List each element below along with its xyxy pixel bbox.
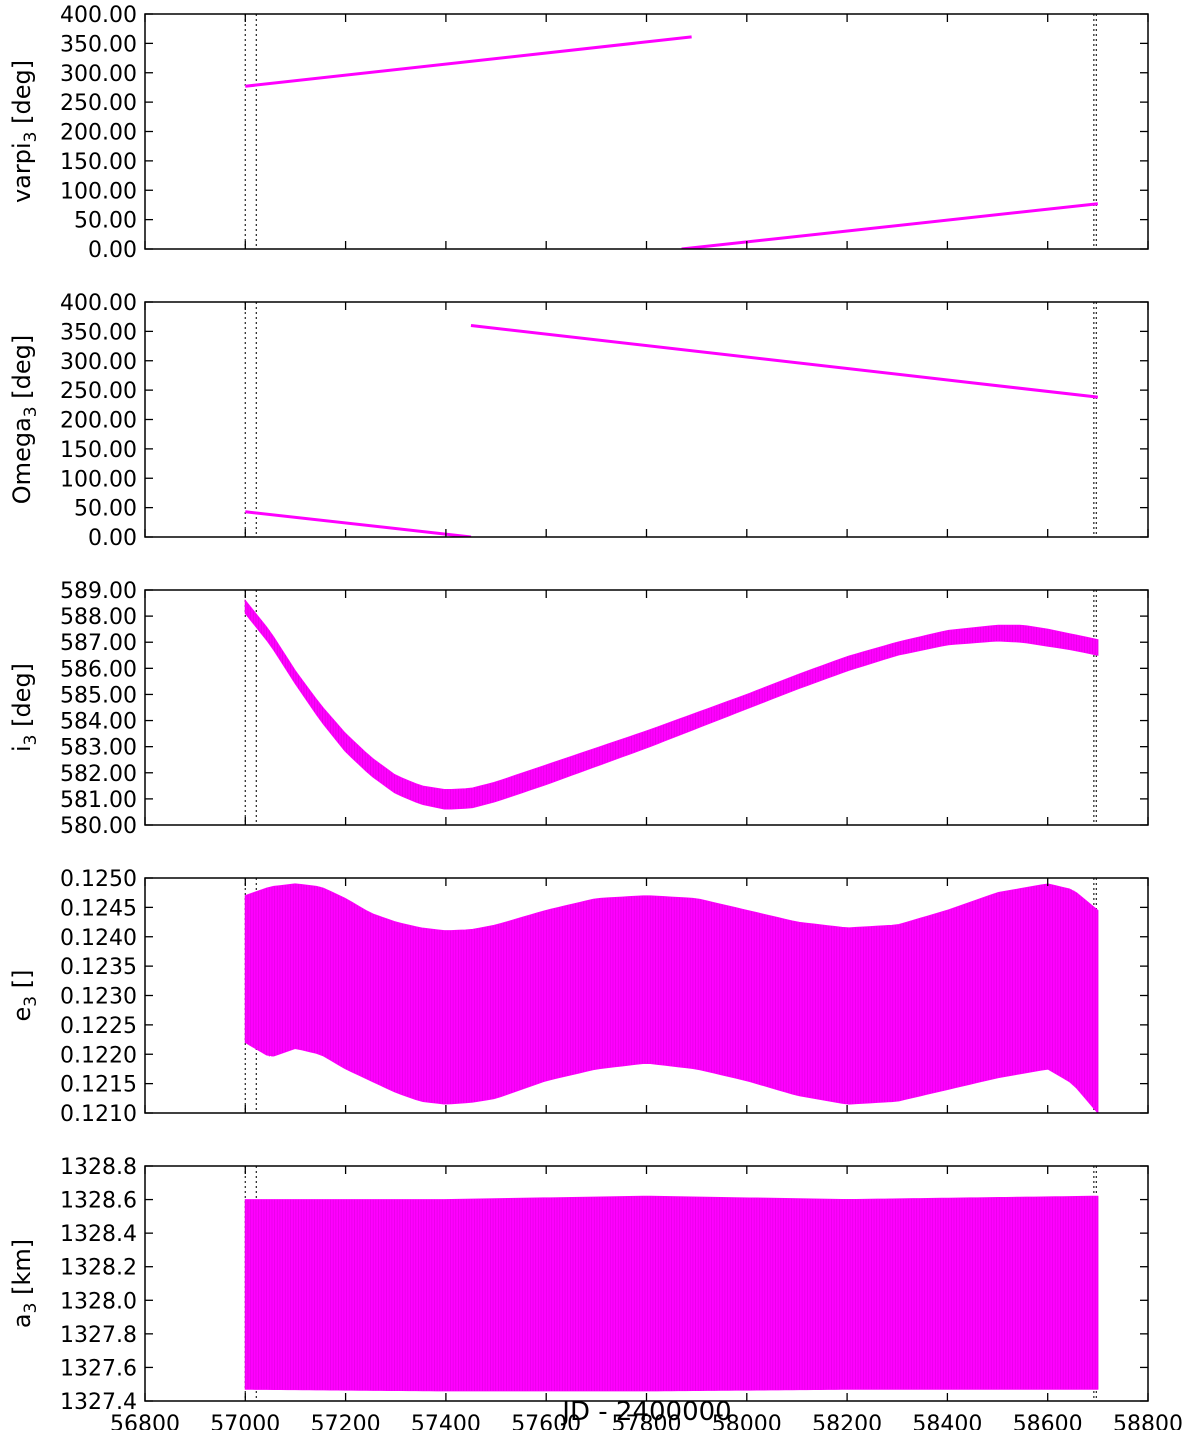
y-tick-label: 350.00 <box>60 320 137 345</box>
y-tick-label: 50.00 <box>74 497 137 522</box>
y-axis-label-subscript: 3 <box>21 996 41 1007</box>
y-axis-label-name: a <box>8 1313 36 1328</box>
y-axis-label-name: e <box>8 1007 36 1022</box>
y-axis-label-unit: [deg] <box>8 663 36 735</box>
x-tick-label: 57800 <box>612 1412 682 1430</box>
panel-5: 1327.4 1327.6 1327.8 1328.0 1328.2 1328.4 1328… <box>8 1155 1183 1430</box>
y-axis-label: a3 [km] <box>8 1239 41 1328</box>
y-tick-label: 100.00 <box>60 179 137 204</box>
panel-data <box>244 1195 1099 1392</box>
x-tick-label: 58400 <box>912 1412 982 1430</box>
panel-4: 0.1210 0.1215 0.1220 0.1225 0.1230 0.1235 0.12… <box>8 867 1149 1127</box>
x-tick-label: 57400 <box>411 1412 481 1430</box>
y-tick-label: 0.00 <box>88 238 137 263</box>
y-tick-label: 0.1245 <box>60 896 137 921</box>
y-tick-label: 250.00 <box>60 379 137 404</box>
y-tick-label: 400.00 <box>60 291 137 316</box>
y-axis-label-subscript: 3 <box>21 406 41 417</box>
y-axis-label-unit: [km] <box>8 1239 36 1303</box>
y-tick-label: 585.00 <box>60 683 137 708</box>
panel-data <box>244 883 1099 1113</box>
panel-2: 0.00 50.00 100.00 150.00 200.00 250.00 300.00 3… <box>8 291 1149 551</box>
y-axis-label-subscript: 3 <box>21 735 41 746</box>
y-tick-label: 100.00 <box>60 467 137 492</box>
panel-data <box>245 35 1099 249</box>
y-tick-label: 0.1215 <box>60 1073 137 1098</box>
y-axis-label-name: i <box>8 745 36 752</box>
series-line <box>245 510 472 537</box>
y-tick-label: 0.00 <box>88 526 137 551</box>
panel-data <box>244 599 1099 810</box>
x-tick-label: 58200 <box>812 1412 882 1430</box>
y-tick-label: 0.1225 <box>60 1014 137 1039</box>
y-axis-label: varpi3 [deg] <box>8 60 41 203</box>
y-tick-label: 400.00 <box>60 3 137 28</box>
x-tick-label: 57000 <box>210 1412 280 1430</box>
y-tick-label: 582.00 <box>60 762 137 787</box>
y-tick-label: 1328.0 <box>60 1289 137 1314</box>
y-axis-label-name: Omega <box>8 417 36 504</box>
series-line <box>470 324 1099 399</box>
y-tick-label: 0.1220 <box>60 1043 137 1068</box>
y-tick-label: 0.1235 <box>60 955 137 980</box>
y-tick-label: 200.00 <box>60 409 137 434</box>
y-tick-label: 150.00 <box>60 438 137 463</box>
y-axis-label-name: varpi <box>8 142 36 203</box>
y-tick-label: 300.00 <box>60 350 137 375</box>
y-tick-label: 1328.8 <box>60 1155 137 1180</box>
y-tick-label: 150.00 <box>60 150 137 175</box>
x-tick-label: 56800 <box>110 1412 180 1430</box>
y-axis-label: Omega3 [deg] <box>8 335 41 504</box>
x-tick-label: 57600 <box>511 1412 581 1430</box>
y-tick-label: 300.00 <box>60 62 137 87</box>
series-oscillation <box>244 1196 1099 1391</box>
y-axis-label-unit: [deg] <box>8 335 36 407</box>
y-tick-label: 581.00 <box>60 788 137 813</box>
y-tick-label: 250.00 <box>60 91 137 116</box>
panel-3: 580.00581.00582.00583.00584.00585.00586.… <box>8 579 1149 839</box>
y-tick-label: 1327.8 <box>60 1323 137 1348</box>
x-tick-label: 57200 <box>311 1412 381 1430</box>
y-tick-label: 586.00 <box>60 657 137 682</box>
series-oscillation <box>244 600 1099 810</box>
panel-data <box>245 324 1099 537</box>
y-axis-label-subscript: 3 <box>21 132 41 143</box>
y-tick-label: 1327.6 <box>60 1356 137 1381</box>
y-tick-label: 584.00 <box>60 710 137 735</box>
y-tick-label: 583.00 <box>60 736 137 761</box>
y-axis-label-subscript: 3 <box>21 1303 41 1314</box>
y-tick-label: 589.00 <box>60 579 137 604</box>
y-axis-label-unit: [] <box>8 970 36 996</box>
x-tick-label: 58600 <box>1013 1412 1083 1430</box>
panel-1: 0.00 50.00 100.00 150.00 200.00 250.00 300.00 3… <box>8 3 1149 263</box>
y-tick-label: 0.1250 <box>60 867 137 892</box>
series-oscillation <box>244 883 1099 1113</box>
x-tick-label: 58000 <box>712 1412 782 1430</box>
y-axis-label: i3 [deg] <box>8 663 41 752</box>
y-tick-label: 350.00 <box>60 32 137 57</box>
x-axis-label: JD - 2400000 <box>560 1397 731 1427</box>
x-tick-label: 58800 <box>1113 1412 1183 1430</box>
panel-frame <box>144 301 1149 538</box>
y-tick-label: 588.00 <box>60 605 137 630</box>
y-tick-label: 1327.4 <box>60 1390 137 1415</box>
y-axis-label-unit: [deg] <box>8 60 36 132</box>
y-tick-label: 0.1230 <box>60 985 137 1010</box>
y-tick-label: 1328.6 <box>60 1189 137 1214</box>
y-axis-label: e3 [] <box>8 970 41 1022</box>
series-line <box>245 35 692 88</box>
series-line <box>681 202 1099 249</box>
y-tick-label: 0.1210 <box>60 1102 137 1127</box>
y-tick-label: 1328.2 <box>60 1256 137 1281</box>
y-tick-label: 587.00 <box>60 631 137 656</box>
y-tick-label: 200.00 <box>60 121 137 146</box>
y-tick-label: 580.00 <box>60 814 137 839</box>
y-tick-label: 1328.4 <box>60 1222 137 1247</box>
y-tick-label: 50.00 <box>74 209 137 234</box>
y-tick-label: 0.1240 <box>60 926 137 951</box>
